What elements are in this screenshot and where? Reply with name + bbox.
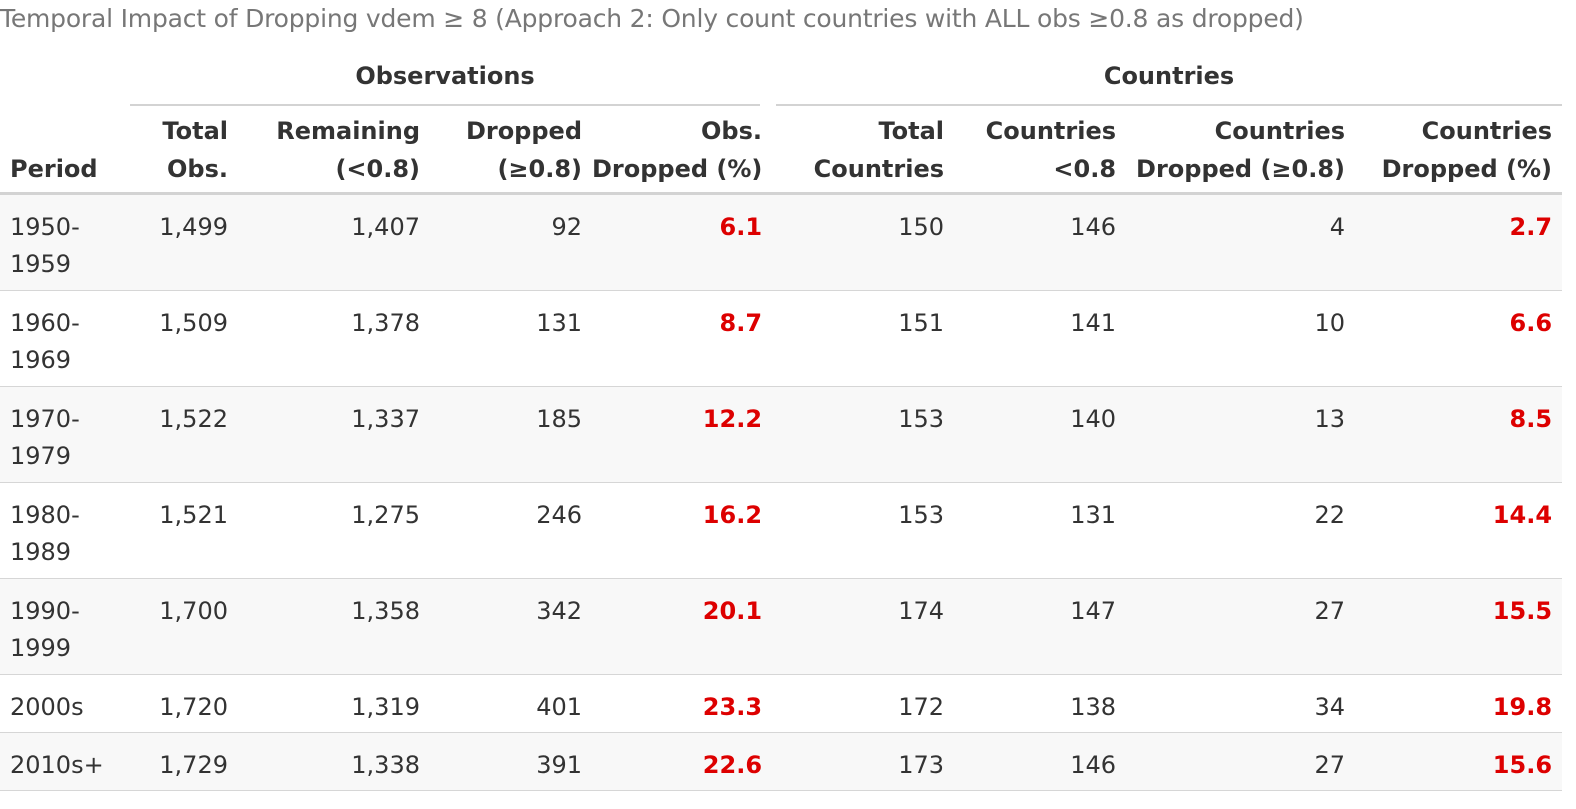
cell-countries-dropped: 22 (1126, 482, 1356, 579)
cell-countries-dropped-pct: 8.5 (1355, 386, 1563, 483)
table-row: 1950-1959 1,499 1,407 92 6.1 150 146 4 2… (0, 193, 1563, 291)
cell-obs-dropped-pct: 23.3 (592, 674, 773, 733)
cell-countries-dropped-pct: 19.8 (1355, 674, 1563, 733)
spanner-observations: Observations (130, 62, 772, 110)
table-row: 1960-1969 1,509 1,378 131 8.7 151 141 10… (0, 290, 1563, 387)
cell-total-obs: 1,729 (130, 732, 238, 791)
cell-countries-dropped: 27 (1126, 578, 1356, 675)
cell-countries-dropped: 13 (1126, 386, 1356, 483)
cell-countries-lt: 146 (954, 193, 1127, 291)
cell-countries-dropped: 4 (1126, 193, 1356, 291)
cell-remaining: 1,378 (238, 290, 430, 387)
cell-countries-lt: 138 (954, 674, 1127, 733)
cell-dropped: 391 (430, 732, 592, 791)
header-total-obs: Total Obs. (130, 110, 238, 195)
header-remaining: Remaining (<0.8) (238, 110, 430, 195)
spanner-countries: Countries (772, 62, 1563, 110)
cell-remaining: 1,358 (238, 578, 430, 675)
cell-countries-dropped: 27 (1126, 732, 1356, 791)
cell-total-obs: 1,509 (130, 290, 238, 387)
cell-total-obs: 1,521 (130, 482, 238, 579)
cell-obs-dropped-pct: 8.7 (592, 290, 773, 387)
cell-period: 2010s+ (0, 732, 130, 791)
table-caption: Temporal Impact of Dropping vdem ≥ 8 (Ap… (0, 4, 1304, 33)
cell-total-countries: 150 (772, 193, 955, 291)
cell-countries-lt: 146 (954, 732, 1127, 791)
cell-period: 2000s (0, 674, 130, 733)
cell-countries-dropped-pct: 15.5 (1355, 578, 1563, 675)
cell-countries-lt: 131 (954, 482, 1127, 579)
header-dropped: Dropped (≥0.8) (430, 110, 592, 195)
cell-countries-dropped: 34 (1126, 674, 1356, 733)
cell-remaining: 1,275 (238, 482, 430, 579)
table-row: 2010s+ 1,729 1,338 391 22.6 173 146 27 1… (0, 732, 1563, 791)
cell-obs-dropped-pct: 12.2 (592, 386, 773, 483)
cell-total-countries: 153 (772, 482, 955, 579)
cell-total-countries: 153 (772, 386, 955, 483)
cell-obs-dropped-pct: 16.2 (592, 482, 773, 579)
header-period: Period (0, 110, 130, 195)
table-row: 1980-1989 1,521 1,275 246 16.2 153 131 2… (0, 482, 1563, 579)
header-obs-dropped-pct: Obs. Dropped (%) (592, 110, 773, 195)
header-countries-dropped-pct: Countries Dropped (%) (1355, 110, 1563, 195)
cell-total-countries: 172 (772, 674, 955, 733)
cell-period: 1960-1969 (0, 290, 130, 387)
temporal-impact-table: Observations Countries Period Total Obs. … (0, 62, 1563, 791)
cell-total-countries: 151 (772, 290, 955, 387)
cell-period: 1980-1989 (0, 482, 130, 579)
cell-obs-dropped-pct: 20.1 (592, 578, 773, 675)
cell-remaining: 1,337 (238, 386, 430, 483)
cell-dropped: 131 (430, 290, 592, 387)
cell-remaining: 1,319 (238, 674, 430, 733)
cell-countries-dropped-pct: 6.6 (1355, 290, 1563, 387)
cell-total-obs: 1,499 (130, 193, 238, 291)
column-header-row: Period Total Obs. Remaining (<0.8) Dropped… (0, 110, 1563, 195)
header-countries-lt: Countries <0.8 (954, 110, 1127, 195)
cell-countries-lt: 141 (954, 290, 1127, 387)
header-total-countries: Total Countries (772, 110, 955, 195)
cell-dropped: 401 (430, 674, 592, 733)
cell-countries-dropped-pct: 15.6 (1355, 732, 1563, 791)
cell-dropped: 185 (430, 386, 592, 483)
cell-countries-dropped-pct: 2.7 (1355, 193, 1563, 291)
spanner-row: Observations Countries (0, 62, 1563, 110)
cell-dropped: 342 (430, 578, 592, 675)
cell-countries-dropped-pct: 14.4 (1355, 482, 1563, 579)
cell-dropped: 92 (430, 193, 592, 291)
cell-dropped: 246 (430, 482, 592, 579)
cell-total-obs: 1,700 (130, 578, 238, 675)
table-row: 1970-1979 1,522 1,337 185 12.2 153 140 1… (0, 386, 1563, 483)
cell-countries-dropped: 10 (1126, 290, 1356, 387)
cell-countries-lt: 140 (954, 386, 1127, 483)
cell-period: 1990-1999 (0, 578, 130, 675)
cell-total-obs: 1,522 (130, 386, 238, 483)
cell-period: 1970-1979 (0, 386, 130, 483)
cell-total-countries: 174 (772, 578, 955, 675)
cell-total-countries: 173 (772, 732, 955, 791)
cell-remaining: 1,407 (238, 193, 430, 291)
spanner-observations-label: Observations (130, 62, 761, 106)
header-countries-dropped: Countries Dropped (≥0.8) (1126, 110, 1356, 195)
table-row: 2000s 1,720 1,319 401 23.3 172 138 34 19… (0, 674, 1563, 733)
cell-obs-dropped-pct: 22.6 (592, 732, 773, 791)
spanner-blank (0, 62, 130, 110)
cell-total-obs: 1,720 (130, 674, 238, 733)
cell-period: 1950-1959 (0, 193, 130, 291)
cell-countries-lt: 147 (954, 578, 1127, 675)
spanner-countries-label: Countries (776, 62, 1563, 106)
cell-remaining: 1,338 (238, 732, 430, 791)
cell-obs-dropped-pct: 6.1 (592, 193, 773, 291)
table-row: 1990-1999 1,700 1,358 342 20.1 174 147 2… (0, 578, 1563, 675)
